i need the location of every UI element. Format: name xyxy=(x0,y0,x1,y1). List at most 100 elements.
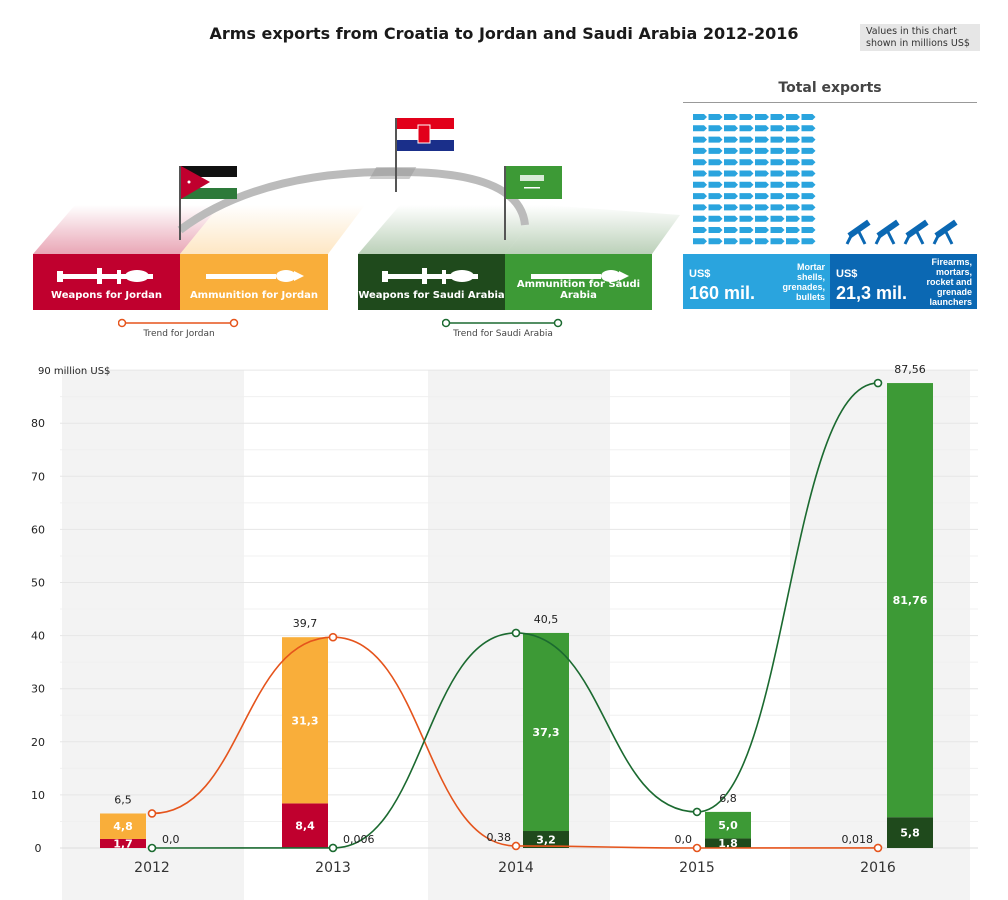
mortar-shell-icon xyxy=(801,147,816,154)
mortar-shell-icon xyxy=(801,159,816,166)
bar-value-label: 1,8 xyxy=(718,837,738,850)
mortar-shell-icon xyxy=(801,227,816,233)
bar-segment xyxy=(887,817,933,848)
total-weapons-desc: Firearms, mortars, rocket and grenade la… xyxy=(926,257,972,307)
mortar-shell-icon xyxy=(786,147,800,154)
mortar-shell-icon xyxy=(755,114,769,120)
trend-point xyxy=(511,841,521,851)
trend-value-label: 39,7 xyxy=(293,617,318,630)
mortar-shell-icon xyxy=(708,238,723,245)
mortar-shell-icon xyxy=(786,215,800,222)
trend-value-label: 0,38 xyxy=(487,831,512,844)
mortar-shell-icon xyxy=(724,147,738,154)
mortar-shell-icon xyxy=(755,215,769,222)
trend-jordan-swatch xyxy=(118,318,239,328)
mortar-shell-icon xyxy=(801,136,816,143)
mortar-shell-icon xyxy=(755,181,769,188)
trend-value-label: 0,0 xyxy=(675,833,693,846)
trend-value-label: 0,018 xyxy=(842,833,874,846)
mortar-shell-icon xyxy=(786,125,800,132)
mortar-shell-icon xyxy=(801,170,816,177)
trend-point xyxy=(328,843,338,853)
trend-point xyxy=(692,843,702,853)
launcher-icons xyxy=(845,219,958,245)
trend-value-label: 40,5 xyxy=(534,613,559,626)
mortar-shell-icon xyxy=(786,238,800,245)
mortar-shell-icon xyxy=(708,215,723,222)
mortar-shell-icon xyxy=(693,238,707,245)
mortar-shell-icon xyxy=(770,227,785,233)
trend-value-label: 0,0 xyxy=(162,833,180,846)
launcher-icon xyxy=(845,219,871,245)
mortar-shell-icon xyxy=(708,227,723,233)
mortar-shell-icon xyxy=(739,238,754,245)
bar-segment xyxy=(100,838,146,848)
mortar-shell-icon xyxy=(786,159,800,166)
rocket-launcher-icon xyxy=(56,268,153,284)
trend-point xyxy=(147,809,157,818)
total-ammo-desc: Mortar shells, grenades, bullets xyxy=(782,262,825,302)
y-tick-label: 30 xyxy=(31,683,45,696)
bar-segment xyxy=(523,632,569,832)
launcher-icon xyxy=(903,219,929,245)
mortar-shell-icon xyxy=(724,215,738,222)
saudi-flag xyxy=(506,166,562,199)
mortar-shell-icon xyxy=(801,193,816,200)
y-tick-label: 0 xyxy=(35,842,42,855)
y-tick-label: 50 xyxy=(31,577,45,590)
mortar-shell-icon xyxy=(770,114,785,120)
trend-saudi-label: Trend for Saudi Arabia xyxy=(453,329,553,339)
grenade-icon xyxy=(530,270,629,282)
grenade-icon xyxy=(206,270,304,282)
bar-value-label: 37,3 xyxy=(532,726,559,739)
mortar-shell-icon xyxy=(739,147,754,154)
units-note: Values in this chart shown in millions U… xyxy=(860,24,980,51)
trend-point xyxy=(511,628,521,638)
x-tick-label: 2013 xyxy=(315,860,351,876)
y-axis-label: 90 million US$ xyxy=(38,366,110,377)
bar-segment xyxy=(100,813,146,839)
mortar-shell-icon xyxy=(724,204,738,211)
legend-weapons-saudi: Weapons for Saudi Arabia xyxy=(358,254,505,310)
mortar-shell-icon xyxy=(786,193,800,200)
mortar-shell-icon xyxy=(739,227,754,233)
mortar-shell-icon xyxy=(693,193,707,200)
mortar-shell-icon xyxy=(724,193,738,200)
trend-point xyxy=(873,378,883,388)
mortar-shell-icon xyxy=(739,170,754,177)
trend-jordan-label: Trend for Jordan xyxy=(143,329,215,339)
y-tick-label: 40 xyxy=(31,630,45,643)
launcher-icon xyxy=(932,219,958,245)
mortar-shell-icon xyxy=(708,170,723,177)
bar-segment xyxy=(887,383,933,818)
y-tick-label: 20 xyxy=(31,736,45,749)
bar-segment xyxy=(705,811,751,839)
x-tick-label: 2012 xyxy=(134,860,170,876)
mortar-shell-icon xyxy=(724,227,738,233)
mortar-shell-icon xyxy=(770,136,785,143)
bar-value-label: 4,8 xyxy=(113,820,133,833)
x-tick-label: 2016 xyxy=(860,860,896,876)
mortar-shell-icon xyxy=(755,204,769,211)
trend-value-label: 87,56 xyxy=(894,363,926,376)
currency-label: US$ xyxy=(689,268,711,280)
mortar-shell-icon xyxy=(739,204,754,211)
y-tick-label: 60 xyxy=(31,523,45,536)
mortar-shell-icon xyxy=(786,227,800,233)
mortar-shell-icon xyxy=(739,125,754,132)
mortar-shell-icon xyxy=(708,204,723,211)
trend-value-label: 0,006 xyxy=(343,833,375,846)
legend-label: Weapons for Jordan xyxy=(51,290,162,301)
mortar-shell-icon xyxy=(739,136,754,143)
mortar-shell-icon xyxy=(770,204,785,211)
mortar-shell-icon xyxy=(770,170,785,177)
mortar-shell-icon xyxy=(770,147,785,154)
mortar-shell-icon xyxy=(770,181,785,188)
total-weapons-value: 21,3 mil. xyxy=(836,283,908,303)
bar-segment xyxy=(705,838,751,848)
mortar-shell-icon xyxy=(786,170,800,177)
mortar-shell-icon xyxy=(786,136,800,143)
mortar-shell-icon xyxy=(786,114,800,120)
bar-value-label: 5,8 xyxy=(900,827,920,840)
mortar-shell-icon xyxy=(801,114,816,120)
